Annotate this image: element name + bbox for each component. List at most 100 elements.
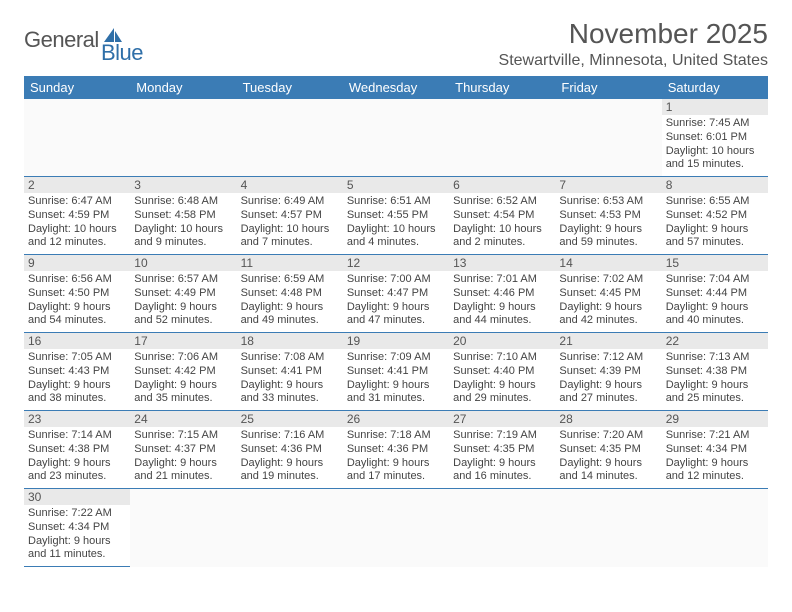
calendar-cell: 25Sunrise: 7:16 AMSunset: 4:36 PMDayligh…	[237, 411, 343, 489]
day-info: Sunrise: 6:51 AMSunset: 4:55 PMDaylight:…	[347, 195, 445, 250]
day-info: Sunrise: 6:59 AMSunset: 4:48 PMDaylight:…	[241, 273, 339, 328]
calendar-cell: 10Sunrise: 6:57 AMSunset: 4:49 PMDayligh…	[130, 255, 236, 333]
daylight-line: Daylight: 9 hours and 54 minutes.	[28, 301, 126, 329]
sunset-line: Sunset: 4:38 PM	[28, 443, 126, 457]
calendar-cell: 3Sunrise: 6:48 AMSunset: 4:58 PMDaylight…	[130, 177, 236, 255]
month-title: November 2025	[499, 18, 768, 50]
title-block: November 2025 Stewartville, Minnesota, U…	[499, 18, 768, 70]
calendar-cell: 6Sunrise: 6:52 AMSunset: 4:54 PMDaylight…	[449, 177, 555, 255]
sunset-line: Sunset: 4:34 PM	[28, 521, 126, 535]
day-info: Sunrise: 7:14 AMSunset: 4:38 PMDaylight:…	[28, 429, 126, 484]
day-info: Sunrise: 6:48 AMSunset: 4:58 PMDaylight:…	[134, 195, 232, 250]
sunrise-line: Sunrise: 7:15 AM	[134, 429, 232, 443]
calendar-cell	[130, 99, 236, 177]
calendar-cell	[449, 99, 555, 177]
sunrise-line: Sunrise: 7:09 AM	[347, 351, 445, 365]
day-number: 9	[24, 255, 130, 271]
daylight-line: Daylight: 9 hours and 27 minutes.	[559, 379, 657, 407]
calendar-cell	[449, 489, 555, 567]
daylight-line: Daylight: 9 hours and 38 minutes.	[28, 379, 126, 407]
calendar-cell: 2Sunrise: 6:47 AMSunset: 4:59 PMDaylight…	[24, 177, 130, 255]
daylight-line: Daylight: 9 hours and 25 minutes.	[666, 379, 764, 407]
sunset-line: Sunset: 4:44 PM	[666, 287, 764, 301]
day-info: Sunrise: 6:52 AMSunset: 4:54 PMDaylight:…	[453, 195, 551, 250]
sunrise-line: Sunrise: 7:13 AM	[666, 351, 764, 365]
calendar-cell: 9 Sunrise: 6:56 AMSunset: 4:50 PMDaylight…	[24, 255, 130, 333]
weekday-header: Wednesday	[343, 76, 449, 99]
daylight-line: Daylight: 9 hours and 12 minutes.	[666, 457, 764, 485]
sunset-line: Sunset: 4:34 PM	[666, 443, 764, 457]
day-number: 5	[343, 177, 449, 193]
day-number: 2	[24, 177, 130, 193]
weekday-header: Saturday	[662, 76, 768, 99]
day-info: Sunrise: 6:56 AMSunset: 4:50 PMDaylight:…	[28, 273, 126, 328]
calendar-cell: 26Sunrise: 7:18 AMSunset: 4:36 PMDayligh…	[343, 411, 449, 489]
day-info: Sunrise: 7:12 AMSunset: 4:39 PMDaylight:…	[559, 351, 657, 406]
calendar-row: 2Sunrise: 6:47 AMSunset: 4:59 PMDaylight…	[24, 177, 768, 255]
day-info: Sunrise: 7:02 AMSunset: 4:45 PMDaylight:…	[559, 273, 657, 328]
sunset-line: Sunset: 4:54 PM	[453, 209, 551, 223]
calendar-cell: 11Sunrise: 6:59 AMSunset: 4:48 PMDayligh…	[237, 255, 343, 333]
calendar-cell: 20 Sunrise: 7:10 AMSunset: 4:40 PMDayligh…	[449, 333, 555, 411]
sunrise-line: Sunrise: 7:06 AM	[134, 351, 232, 365]
day-info: Sunrise: 7:16 AMSunset: 4:36 PMDaylight:…	[241, 429, 339, 484]
daylight-line: Daylight: 10 hours and 7 minutes.	[241, 223, 339, 251]
day-number: 20	[449, 333, 555, 349]
day-info: Sunrise: 7:01 AMSunset: 4:46 PMDaylight:…	[453, 273, 551, 328]
day-info: Sunrise: 6:53 AMSunset: 4:53 PMDaylight:…	[559, 195, 657, 250]
day-info: Sunrise: 7:21 AMSunset: 4:34 PMDaylight:…	[666, 429, 764, 484]
day-number: 27	[449, 411, 555, 427]
daylight-line: Daylight: 9 hours and 21 minutes.	[134, 457, 232, 485]
calendar-cell: 12Sunrise: 7:00 AMSunset: 4:47 PMDayligh…	[343, 255, 449, 333]
weekday-header: Friday	[555, 76, 661, 99]
weekday-header: Monday	[130, 76, 236, 99]
calendar-cell: 15Sunrise: 7:04 AMSunset: 4:44 PMDayligh…	[662, 255, 768, 333]
sunrise-line: Sunrise: 6:53 AM	[559, 195, 657, 209]
sunset-line: Sunset: 4:47 PM	[347, 287, 445, 301]
sunset-line: Sunset: 4:36 PM	[241, 443, 339, 457]
day-number: 18	[237, 333, 343, 349]
daylight-line: Daylight: 9 hours and 35 minutes.	[134, 379, 232, 407]
calendar-cell	[555, 99, 661, 177]
day-number: 23	[24, 411, 130, 427]
day-number: 24	[130, 411, 236, 427]
day-info: Sunrise: 7:15 AMSunset: 4:37 PMDaylight:…	[134, 429, 232, 484]
sunset-line: Sunset: 4:35 PM	[559, 443, 657, 457]
day-info: Sunrise: 7:10 AMSunset: 4:40 PMDaylight:…	[453, 351, 551, 406]
day-number: 16	[24, 333, 130, 349]
calendar-cell	[343, 99, 449, 177]
sunrise-line: Sunrise: 7:05 AM	[28, 351, 126, 365]
sunrise-line: Sunrise: 7:22 AM	[28, 507, 126, 521]
sunrise-line: Sunrise: 6:51 AM	[347, 195, 445, 209]
calendar-cell: 17Sunrise: 7:06 AMSunset: 4:42 PMDayligh…	[130, 333, 236, 411]
calendar-cell: 7Sunrise: 6:53 AMSunset: 4:53 PMDaylight…	[555, 177, 661, 255]
calendar-cell: 22Sunrise: 7:13 AMSunset: 4:38 PMDayligh…	[662, 333, 768, 411]
sunset-line: Sunset: 4:37 PM	[134, 443, 232, 457]
daylight-line: Daylight: 9 hours and 11 minutes.	[28, 535, 126, 563]
daylight-line: Daylight: 9 hours and 29 minutes.	[453, 379, 551, 407]
calendar-cell: 18Sunrise: 7:08 AMSunset: 4:41 PMDayligh…	[237, 333, 343, 411]
day-info: Sunrise: 6:55 AMSunset: 4:52 PMDaylight:…	[666, 195, 764, 250]
sunset-line: Sunset: 4:48 PM	[241, 287, 339, 301]
day-info: Sunrise: 7:45 AMSunset: 6:01 PMDaylight:…	[666, 117, 764, 172]
weekday-header: Thursday	[449, 76, 555, 99]
sunset-line: Sunset: 4:39 PM	[559, 365, 657, 379]
sunrise-line: Sunrise: 7:16 AM	[241, 429, 339, 443]
daylight-line: Daylight: 9 hours and 47 minutes.	[347, 301, 445, 329]
day-info: Sunrise: 6:57 AMSunset: 4:49 PMDaylight:…	[134, 273, 232, 328]
day-info: Sunrise: 7:04 AMSunset: 4:44 PMDaylight:…	[666, 273, 764, 328]
calendar-cell: 19Sunrise: 7:09 AMSunset: 4:41 PMDayligh…	[343, 333, 449, 411]
day-number: 19	[343, 333, 449, 349]
daylight-line: Daylight: 10 hours and 4 minutes.	[347, 223, 445, 251]
logo-text-blue: Blue	[101, 40, 143, 66]
daylight-line: Daylight: 9 hours and 57 minutes.	[666, 223, 764, 251]
sunset-line: Sunset: 4:58 PM	[134, 209, 232, 223]
sunrise-line: Sunrise: 7:12 AM	[559, 351, 657, 365]
day-number: 26	[343, 411, 449, 427]
daylight-line: Daylight: 9 hours and 14 minutes.	[559, 457, 657, 485]
daylight-line: Daylight: 9 hours and 49 minutes.	[241, 301, 339, 329]
daylight-line: Daylight: 10 hours and 15 minutes.	[666, 145, 764, 173]
calendar-body: 1Sunrise: 7:45 AMSunset: 6:01 PMDaylight…	[24, 99, 768, 567]
day-info: Sunrise: 7:06 AMSunset: 4:42 PMDaylight:…	[134, 351, 232, 406]
calendar-row: 23 Sunrise: 7:14 AMSunset: 4:38 PMDayligh…	[24, 411, 768, 489]
